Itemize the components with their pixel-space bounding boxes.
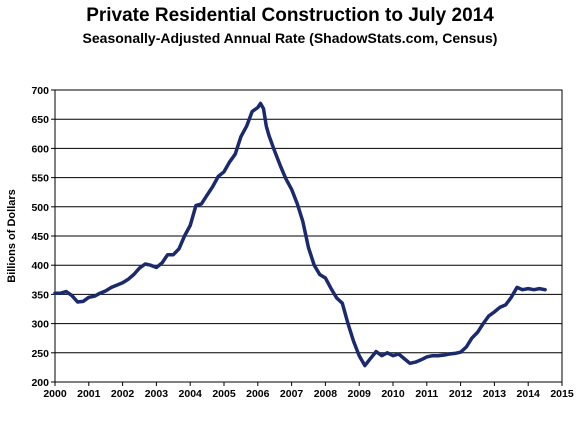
y-tick-label: 650 xyxy=(31,114,49,126)
x-axis: 2000 2001 2002 2003 2004 2005 2006 2007 2008 2009… xyxy=(43,382,574,400)
x-tick-label: 2011 xyxy=(415,388,438,400)
x-tick-label: 2002 xyxy=(111,388,135,400)
y-tick-label: 250 xyxy=(31,348,49,360)
series-group xyxy=(53,101,547,368)
series-line xyxy=(53,101,547,368)
y-axis-label: Billions of Dollars xyxy=(6,189,18,283)
x-tick-label: 2007 xyxy=(280,388,304,400)
y-tick-label: 350 xyxy=(31,289,49,301)
x-tick-label: 2010 xyxy=(381,388,405,400)
y-tick-label: 500 xyxy=(31,202,49,214)
x-tick-label: 2015 xyxy=(550,388,574,400)
x-tick-label: 2005 xyxy=(212,388,236,400)
y-tick-label: 450 xyxy=(31,231,49,243)
x-tick-label: 2009 xyxy=(348,388,372,400)
x-tick-label: 2000 xyxy=(43,388,67,400)
y-tick-label: 300 xyxy=(31,319,49,331)
x-tick-label: 2004 xyxy=(179,388,203,400)
x-tick-label: 2014 xyxy=(517,388,541,400)
y-tick-label: 600 xyxy=(31,143,49,155)
x-tick-label: 2003 xyxy=(145,388,169,400)
x-tick-label: 2013 xyxy=(483,388,507,400)
x-tick-label: 2006 xyxy=(246,388,270,400)
y-tick-label: 700 xyxy=(31,85,49,97)
chart-title: Private Residential Construction to July… xyxy=(86,5,494,26)
x-tick-label: 2012 xyxy=(449,388,473,400)
chart-subtitle: Seasonally-Adjusted Annual Rate (ShadowS… xyxy=(82,30,498,46)
y-axis: 700 650 600 550 500 450 400 350 300 250 200 xyxy=(31,85,55,389)
y-tick-label: 200 xyxy=(31,377,49,389)
x-tick-label: 2008 xyxy=(314,388,338,400)
grid-lines xyxy=(55,118,562,354)
y-tick-label: 550 xyxy=(31,173,49,185)
y-tick-label: 400 xyxy=(31,260,49,272)
x-tick-label: 2001 xyxy=(77,388,101,400)
